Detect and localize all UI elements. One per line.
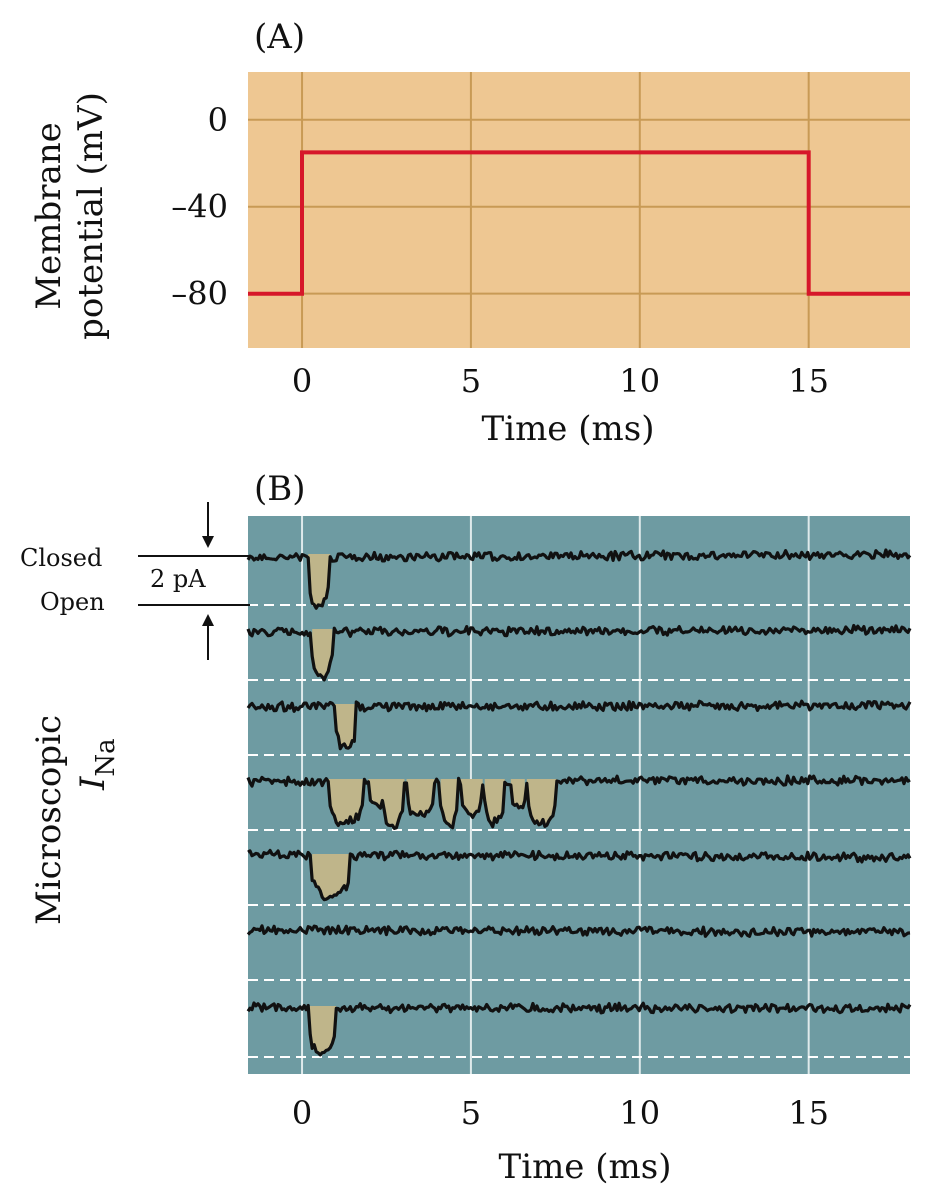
panel-b-x-tick-3: 15 bbox=[788, 1094, 829, 1132]
panel-a-y-tick-2: –80 bbox=[171, 275, 228, 313]
panel-b-x-tick-2: 10 bbox=[619, 1094, 660, 1132]
membrane-potential-step-line bbox=[248, 150, 910, 296]
trace-4-opening-9 bbox=[526, 779, 557, 827]
panel-a-y-axis-title-line2: potential (mV) bbox=[71, 92, 111, 340]
trace-7-opening-1 bbox=[308, 1006, 337, 1055]
panel-a-label: (A) bbox=[254, 17, 305, 57]
trace-4-opening-7 bbox=[484, 779, 505, 827]
panel-b-x-tick-labels: 0 5 10 15 bbox=[292, 1094, 829, 1132]
panel-a-y-tick-0: 0 bbox=[208, 101, 228, 139]
panel-b-x-tick-1: 5 bbox=[461, 1094, 481, 1132]
panel-b-y-axis-symbol-sub: Na bbox=[91, 738, 121, 776]
trace-3 bbox=[246, 699, 912, 751]
scale-bar bbox=[138, 502, 250, 660]
panel-a-x-tick-0: 0 bbox=[292, 362, 312, 400]
panel-b-x-axis-title: Time (ms) bbox=[499, 1147, 672, 1187]
closed-label: Closed bbox=[20, 544, 102, 572]
trace-2-opening-1 bbox=[312, 629, 333, 680]
trace-6 bbox=[246, 924, 911, 938]
trace-7 bbox=[246, 1001, 912, 1057]
trace-4 bbox=[246, 774, 911, 830]
panel-a-x-tick-2: 10 bbox=[619, 362, 660, 400]
scale-bar-label: 2 pA bbox=[150, 565, 206, 593]
panel-a-plot-area bbox=[248, 72, 910, 348]
panel-a-x-tick-labels: 0 5 10 15 bbox=[292, 362, 829, 400]
panel-a-grid bbox=[248, 72, 910, 348]
panel-b-label: (B) bbox=[254, 469, 306, 509]
panel-b-y-axis-symbol: INa bbox=[73, 738, 121, 791]
single-channel-traces bbox=[246, 548, 912, 1058]
open-label: Open bbox=[40, 588, 105, 616]
down-arrow-icon bbox=[202, 536, 214, 548]
panel-a-x-tick-3: 15 bbox=[788, 362, 829, 400]
trace-2 bbox=[246, 623, 912, 682]
trace-1-opening-1 bbox=[308, 554, 331, 609]
panel-b-y-axis-symbol-i: I bbox=[73, 776, 113, 791]
panel-a-y-tick-labels: 0 –40 –80 bbox=[171, 101, 228, 313]
trace-4-opening-8 bbox=[510, 779, 525, 808]
trace-4-opening-4 bbox=[406, 779, 435, 817]
trace-5 bbox=[247, 848, 912, 902]
panel-b-x-tick-0: 0 bbox=[292, 1094, 312, 1132]
panel-a-y-tick-1: –40 bbox=[171, 188, 228, 226]
panel-a-x-axis-title: Time (ms) bbox=[482, 409, 655, 449]
panel-b-y-axis-title: Microscopic bbox=[29, 715, 69, 925]
up-arrow-icon bbox=[202, 614, 214, 626]
panel-a-y-axis-title-line1: Membrane bbox=[29, 122, 69, 309]
trace-1 bbox=[246, 548, 912, 610]
panel-a-x-tick-1: 5 bbox=[461, 362, 481, 400]
